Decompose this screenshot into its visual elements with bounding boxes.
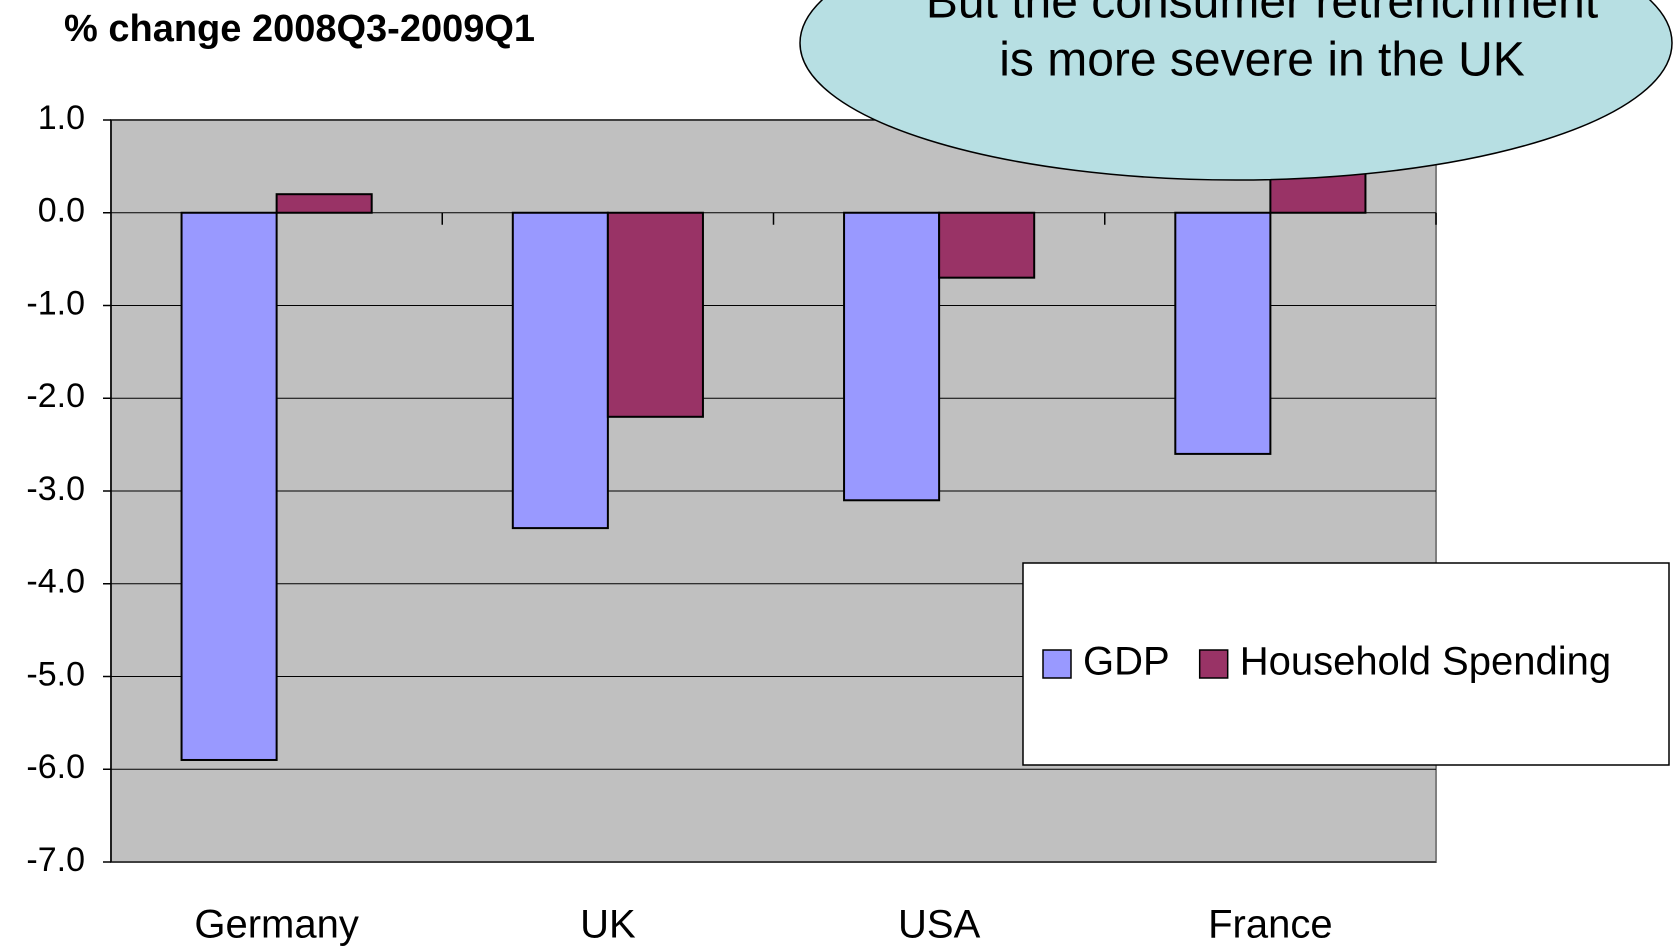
y-tick-label: -6.0 bbox=[26, 748, 85, 786]
x-tick-label: UK bbox=[580, 903, 636, 947]
y-tick-label: -5.0 bbox=[26, 655, 85, 693]
x-tick-label: Germany bbox=[194, 903, 359, 947]
legend-swatch bbox=[1198, 649, 1229, 679]
y-tick-label: -4.0 bbox=[26, 563, 85, 601]
x-tick-label: France bbox=[1208, 903, 1333, 947]
bar bbox=[180, 211, 278, 761]
legend-label: GDP bbox=[1083, 640, 1170, 684]
x-tick-label: USA bbox=[898, 903, 981, 947]
chart-title: % change 2008Q3-2009Q1 bbox=[64, 8, 535, 50]
y-tick-label: 0.0 bbox=[38, 192, 85, 230]
bar bbox=[511, 211, 609, 530]
bar bbox=[1174, 211, 1272, 455]
annotation-text: is more severe in the UK bbox=[999, 34, 1525, 87]
annotation-text: But the consumer retrenchment bbox=[926, 0, 1598, 29]
y-tick-label: -2.0 bbox=[26, 377, 85, 415]
y-tick-label: -1.0 bbox=[26, 284, 85, 322]
y-tick-label: -3.0 bbox=[26, 470, 85, 508]
bar bbox=[938, 211, 1036, 279]
legend-label: Household Spending bbox=[1240, 640, 1611, 684]
bar bbox=[275, 193, 373, 214]
y-tick-label: 1.0 bbox=[38, 99, 85, 137]
y-tick-label: -7.0 bbox=[26, 841, 85, 879]
bar bbox=[606, 211, 704, 418]
annotation-bubble bbox=[799, 0, 1673, 181]
legend-box bbox=[1022, 562, 1670, 766]
legend-swatch bbox=[1042, 649, 1072, 679]
bar bbox=[843, 211, 941, 502]
